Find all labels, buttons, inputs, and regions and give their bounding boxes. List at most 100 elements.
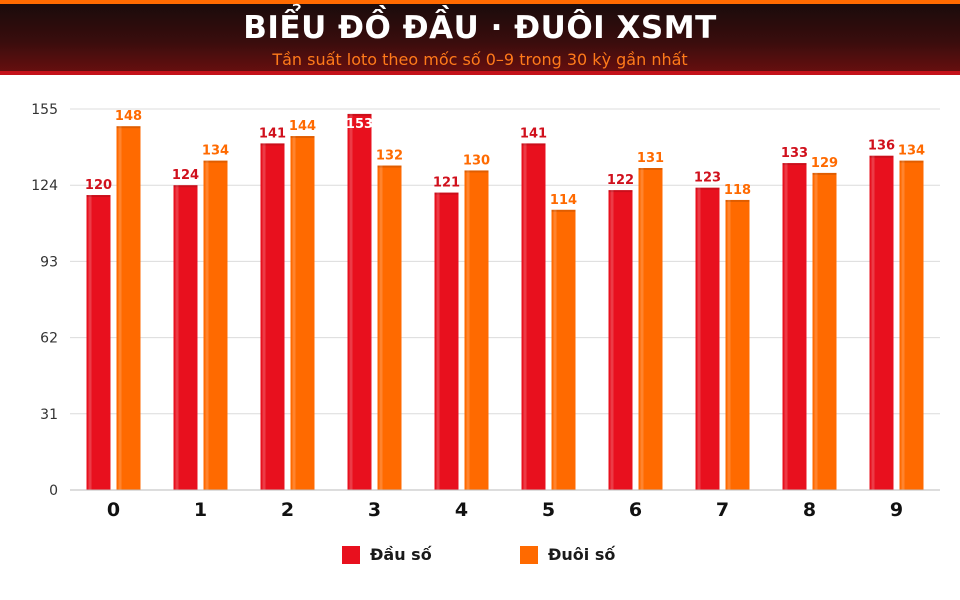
data-label-duoi: 132: [376, 149, 403, 164]
data-label-dau: 141: [259, 126, 286, 141]
y-tick-label: 124: [31, 178, 58, 194]
bar-duoi: [551, 209, 576, 490]
x-tick-label: 9: [890, 499, 903, 521]
bar-highlight: [466, 170, 470, 491]
bar-top-edge: [116, 126, 141, 129]
bar-highlight: [610, 190, 614, 490]
x-tick-label: 0: [107, 499, 120, 521]
bar-highlight: [118, 126, 122, 490]
legend-item-dau: Đầu số: [342, 545, 432, 564]
bar-top-edge: [173, 185, 198, 188]
bar-duoi: [725, 199, 750, 491]
x-tick-label: 2: [281, 499, 294, 521]
bar-dau: [869, 155, 894, 490]
bar-highlight: [175, 185, 179, 490]
y-tick-label: 31: [40, 407, 58, 423]
bar-top-edge: [260, 143, 285, 146]
chart-title: BIỂU ĐỒ ĐẦU · ĐUÔI XSMT: [243, 10, 717, 46]
x-tick-label: 1: [194, 499, 207, 521]
data-label-dau: 120: [85, 178, 112, 193]
bar-highlight: [205, 160, 209, 490]
bar-duoi: [290, 136, 315, 491]
x-tick-label: 3: [368, 499, 381, 521]
data-label-dau: 141: [520, 126, 547, 141]
data-label-duoi: 129: [811, 156, 838, 171]
bar-highlight: [262, 143, 266, 490]
legend-item-duoi: Đuôi số: [520, 545, 615, 564]
data-label-dau: 136: [868, 139, 895, 154]
bar-highlight: [901, 160, 905, 490]
y-tick-label: 93: [40, 254, 58, 270]
bar-top-edge: [203, 160, 228, 163]
bar-highlight: [553, 209, 557, 490]
bar-top-edge: [869, 155, 894, 158]
chart-header: BIỂU ĐỒ ĐẦU · ĐUÔI XSMT Tần suất loto th…: [0, 0, 960, 74]
x-tick-label: 5: [542, 499, 555, 521]
bar-duoi: [899, 160, 924, 490]
bar-dau: [434, 192, 459, 490]
bar-highlight: [292, 136, 296, 491]
bar-highlight: [379, 165, 383, 491]
data-label-duoi: 118: [724, 183, 751, 198]
y-tick-label: 62: [40, 331, 58, 347]
bar-top-edge: [638, 167, 663, 170]
bar-duoi: [812, 172, 837, 491]
legend-label-dau: Đầu số: [370, 545, 432, 564]
x-tick-label: 6: [629, 499, 642, 521]
data-label-duoi: 130: [463, 153, 490, 168]
data-label-dau: 123: [694, 171, 721, 186]
bar-top-edge: [695, 187, 720, 190]
bar-duoi: [377, 165, 402, 491]
data-label-duoi: 144: [289, 119, 316, 134]
bar-top-edge: [86, 195, 111, 198]
bar-highlight: [436, 192, 440, 490]
header-accent-line: [0, 71, 960, 75]
bar-top-edge: [812, 172, 837, 175]
bar-highlight: [523, 143, 527, 490]
x-tick-label: 8: [803, 499, 816, 521]
bar-dau: [347, 113, 372, 490]
bar-top-edge: [521, 143, 546, 146]
bar-dau: [86, 195, 111, 490]
y-tick-label: 155: [31, 102, 58, 118]
chart-legend: Đầu số Đuôi số: [0, 545, 960, 569]
bar-top-edge: [290, 136, 315, 139]
bar-top-edge: [377, 165, 402, 168]
data-label-duoi: 148: [115, 109, 142, 124]
bar-top-edge: [782, 163, 807, 166]
data-label-dau: 133: [781, 146, 808, 161]
bar-duoi: [464, 170, 489, 491]
bar-top-edge: [899, 160, 924, 163]
bar-duoi: [638, 167, 663, 491]
bar-highlight: [871, 155, 875, 490]
bar-duoi: [116, 126, 141, 490]
bar-duoi: [203, 160, 228, 490]
bar-dau: [521, 143, 546, 490]
data-label-duoi: 114: [550, 193, 577, 208]
bar-top-edge: [551, 209, 576, 212]
bar-dau: [608, 190, 633, 490]
bar-top-edge: [464, 170, 489, 173]
bar-top-edge: [608, 190, 633, 193]
data-label-dau: 121: [433, 176, 460, 191]
data-label-duoi: 131: [637, 151, 664, 166]
data-label-dau: 124: [172, 168, 199, 183]
data-label-duoi: 134: [202, 144, 229, 159]
data-label-duoi: 134: [898, 144, 925, 159]
chart-subtitle: Tần suất loto theo mốc số 0–9 trong 30 k…: [272, 50, 688, 69]
data-label-dau: 153: [346, 117, 373, 132]
legend-label-duoi: Đuôi số: [548, 545, 616, 564]
legend-swatch-dau: [342, 545, 360, 564]
y-tick-label: 0: [49, 483, 58, 499]
bar-highlight: [727, 199, 731, 491]
x-tick-label: 4: [455, 499, 468, 521]
bar-highlight: [814, 172, 818, 491]
bar-highlight: [349, 113, 353, 490]
bar-highlight: [640, 167, 644, 491]
data-label-dau: 122: [607, 173, 634, 188]
bar-top-edge: [347, 113, 372, 116]
bar-dau: [782, 163, 807, 490]
bar-top-edge: [725, 199, 750, 202]
bar-dau: [173, 185, 198, 490]
